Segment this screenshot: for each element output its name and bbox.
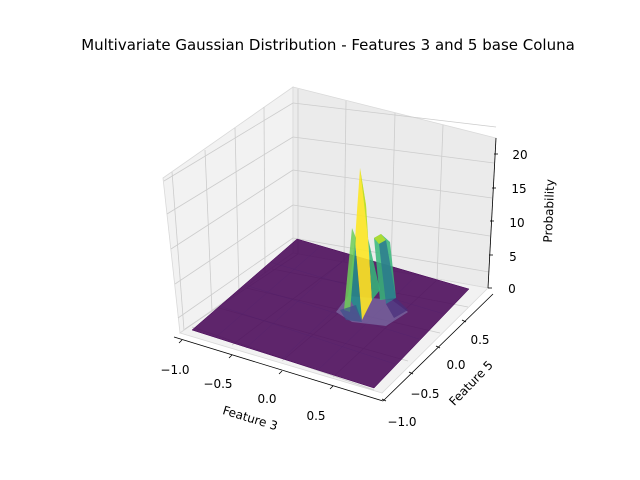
z-gridline <box>177 237 294 319</box>
z-tick-label: 0 <box>508 282 516 296</box>
z-axis-label: Probability <box>541 179 557 243</box>
z-gridline <box>174 204 294 285</box>
y-tick-mark <box>435 345 441 349</box>
peak-face <box>340 305 362 322</box>
z-gridline <box>163 102 294 182</box>
peak-face <box>366 205 380 300</box>
x-tick-label: 0.5 <box>306 409 325 423</box>
z-gridline <box>292 169 493 199</box>
z-axis-line <box>487 137 497 289</box>
x-tick-label: −0.5 <box>203 377 232 391</box>
back-pane-gridline <box>343 100 347 263</box>
z-axis-ticks: 0 5 10 15 20 <box>488 148 528 296</box>
peak-face <box>355 168 372 320</box>
x-axis-ticks: −1.0 −0.5 0.0 0.5 <box>160 339 334 423</box>
peak-face <box>348 240 362 320</box>
peak-face <box>379 240 396 304</box>
left-pane-gridline <box>234 127 240 293</box>
mesh-line <box>218 305 396 365</box>
mesh-line <box>215 245 322 338</box>
surface-base <box>191 238 470 389</box>
y-axis-line <box>382 293 494 402</box>
left-pane-gridline <box>171 171 185 331</box>
y-tick-mark <box>381 398 387 402</box>
y-tick-label: −1.0 <box>387 415 416 429</box>
z-tick-label: 20 <box>512 148 527 162</box>
mesh-line <box>244 284 420 340</box>
x-tick-label: 0.0 <box>257 392 276 406</box>
y-axis-ticks: −1.0 −0.5 0.0 0.5 <box>381 319 490 429</box>
y-tick-label: 0.5 <box>470 333 489 347</box>
z-tick-label: 5 <box>509 250 517 264</box>
gaussian-peaks <box>336 168 408 326</box>
x-tick-mark <box>228 354 233 359</box>
y-tick-label: 0.0 <box>446 358 465 372</box>
y-tick-mark <box>461 319 467 323</box>
z-gridline <box>170 169 294 250</box>
y-tick-mark <box>408 371 414 375</box>
y-tick-label: −0.5 <box>410 387 439 401</box>
chart-title: Multivariate Gaussian Distribution - Fea… <box>81 36 575 54</box>
x-tick-mark <box>278 370 283 375</box>
left-pane-gridline <box>263 106 266 274</box>
z-tick-label: 10 <box>509 216 524 230</box>
x-tick-mark <box>178 339 183 344</box>
peak-face <box>374 234 386 244</box>
axis-lines <box>173 137 497 402</box>
peak-face <box>344 228 356 312</box>
back-pane-gridline <box>436 124 444 280</box>
z-gridline <box>166 136 294 215</box>
peak-face <box>360 168 368 238</box>
x-tick-label: −1.0 <box>160 363 189 377</box>
left-pane-gridline <box>204 149 213 312</box>
z-tick-label: 15 <box>511 182 526 196</box>
z-gridline <box>292 102 497 128</box>
peak-face <box>386 298 408 318</box>
x-tick-mark <box>329 385 334 390</box>
surface <box>191 168 470 389</box>
x-axis-line <box>173 336 384 402</box>
back-pane-gridline <box>390 112 396 272</box>
z-gridline <box>292 204 491 237</box>
z-gridline <box>292 136 495 164</box>
